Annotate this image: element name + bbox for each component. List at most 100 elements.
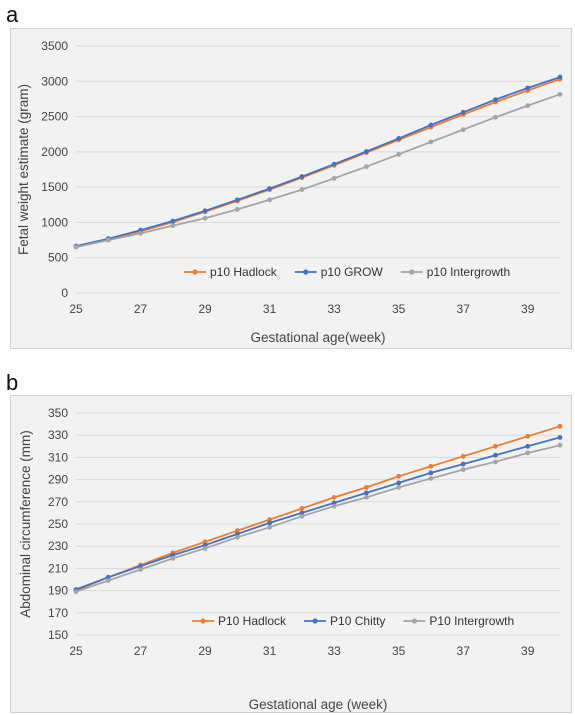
x-tick-label: 25 [69,644,83,658]
data-point [396,473,402,479]
data-point [170,223,176,229]
data-point [331,161,337,167]
panel-label-b: b [6,370,19,395]
y-tick-label: 290 [48,473,68,487]
data-point [202,542,208,548]
plot-frame [10,28,572,349]
y-tick-label: 250 [48,517,68,531]
data-point [299,174,305,179]
x-tick-label: 33 [327,302,341,316]
data-point [428,139,434,145]
y-tick-label: 1500 [41,180,68,194]
data-point [396,480,402,486]
data-point [493,459,498,465]
data-point [460,109,466,115]
x-tick-label: 31 [263,302,277,316]
data-point [170,218,176,224]
x-tick-label: 33 [327,644,341,658]
data-point [493,114,498,120]
data-point [493,443,498,449]
data-point [299,506,305,511]
data-point [299,187,305,193]
plot-background [10,28,572,349]
legend-label: P10 Chitty [330,614,385,628]
data-point [525,433,531,439]
data-point [138,567,143,572]
legend-marker [409,269,415,275]
y-tick-label: 210 [48,561,68,575]
data-point [202,208,208,214]
y-tick-label: 3000 [41,74,68,88]
x-tick-label: 29 [198,644,212,658]
x-tick-label: 31 [263,644,277,658]
y-tick-label: 190 [48,584,68,598]
data-point [234,531,240,537]
data-point [525,85,531,91]
legend-label: p10 Hadlock [210,265,278,279]
data-point [105,574,111,580]
abdominal-circumference-chart: 150 170 190 210 230 250 270 290 310 330 350 25 27 29 3… [10,395,572,713]
data-point [234,528,240,534]
panel-label-a: a [6,2,19,27]
data-point [105,578,111,584]
series-line-2 [75,93,561,248]
y-tick-label: 1000 [41,215,68,229]
legend-label: p10 Intergrowth [427,265,510,279]
data-point [170,552,176,558]
y-tick-label: 2500 [41,110,68,124]
series-line-0 [75,425,561,592]
data-point [364,484,369,490]
legend-label: p10 GROW [321,265,384,279]
data-point [267,517,272,522]
x-tick-label: 39 [521,302,535,316]
data-point [331,175,337,181]
y-tick-label: 150 [48,628,68,642]
data-point [396,484,402,490]
data-point [557,435,563,440]
y-tick-label: 0 [61,286,68,300]
data-point [557,423,563,429]
y-tick-label: 500 [48,251,68,265]
data-point [460,461,466,467]
data-point [460,127,466,133]
plot-background [10,395,572,713]
data-point [428,463,434,469]
data-point [557,74,563,80]
x-tick-label: 37 [457,644,471,658]
data-point [364,164,369,170]
data-point [234,534,240,540]
y-tick-label: 230 [48,539,68,553]
y-tick-label: 310 [48,450,68,464]
x-axis-title: Gestational age(week) [250,330,385,345]
data-point [202,539,208,545]
x-axis-title: Gestational age (week) [249,697,388,712]
data-point [234,197,240,203]
x-tick-label: 25 [69,302,83,316]
y-tick-label: 350 [48,406,68,420]
data-point [364,149,369,154]
series-line-1 [75,76,561,247]
data-point [364,490,369,496]
y-axis-title: Abdominal circumference (mm) [18,430,33,618]
data-point [105,237,111,243]
data-point [396,136,402,141]
legend-label: P10 Intergrowth [429,614,514,628]
x-tick-label: 35 [392,302,406,316]
x-tick-label: 29 [198,302,212,316]
data-point [202,215,208,221]
y-tick-label: 3500 [41,39,68,53]
legend-label: P10 Hadlock [218,614,287,628]
data-point [202,546,208,551]
legend-marker [192,269,198,275]
x-tick-label: 39 [521,644,535,658]
y-tick-label: 2000 [41,145,68,159]
legend-marker [312,618,318,624]
x-tick-label: 37 [457,302,471,316]
data-point [267,197,272,203]
data-point [364,494,369,500]
series-line-0 [75,78,561,248]
series-line-2 [75,444,561,593]
data-point [460,453,466,459]
y-tick-label: 330 [48,428,68,442]
data-point [428,122,434,128]
